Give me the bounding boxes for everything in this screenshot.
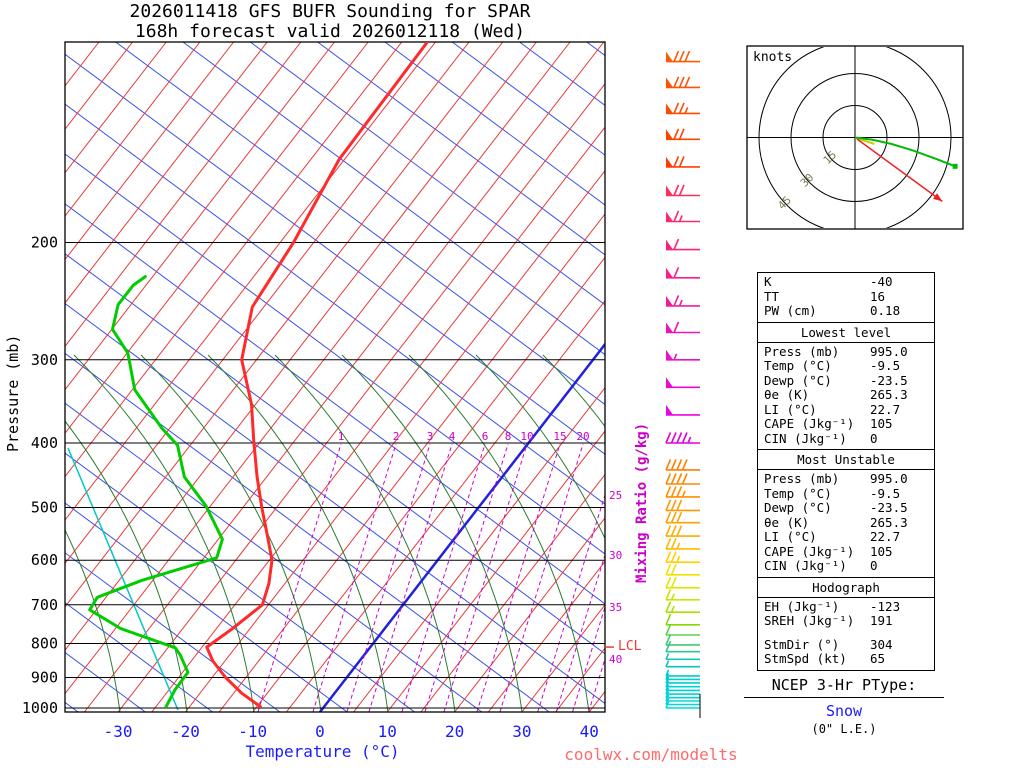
index-row: LI (°C) 22.7 xyxy=(764,401,901,417)
svg-text:3: 3 xyxy=(427,430,434,443)
hodograph-trace xyxy=(854,136,956,168)
svg-text:500: 500 xyxy=(31,499,58,517)
indices-section: K -40 TT 16 PW (cm) 0.18 xyxy=(757,272,935,323)
index-row: TT 16 xyxy=(764,288,886,304)
indices-section: Most Unstable Press (mb) 995.0 Temp (°C) -9.… xyxy=(757,450,935,578)
chart-title: 2026011418 GFS BUFR Sounding for SPAR xyxy=(129,1,531,22)
svg-text:20: 20 xyxy=(445,722,464,741)
svg-text:1000: 1000 xyxy=(22,699,58,717)
svg-text:-10: -10 xyxy=(238,722,267,741)
index-row: SREH (Jkg⁻¹) 191 xyxy=(764,613,893,628)
svg-text:20: 20 xyxy=(576,430,589,443)
svg-text:15: 15 xyxy=(553,430,566,443)
chart-subtitle: 168h forecast valid 2026012118 (Wed) xyxy=(134,21,526,42)
watermark: coolwx.com/modelts xyxy=(564,745,738,764)
temperature-profile xyxy=(205,42,429,709)
index-row: θe (K) 265.3 xyxy=(764,387,908,402)
index-row: K -40 xyxy=(764,274,893,289)
svg-text:1: 1 xyxy=(338,430,345,443)
index-row: StmSpd (kt) 65 xyxy=(764,651,886,666)
svg-text:600: 600 xyxy=(31,551,58,569)
skewt-background-lines xyxy=(65,42,605,712)
svg-text:6: 6 xyxy=(482,430,489,443)
svg-text:40: 40 xyxy=(580,722,599,741)
svg-text:900: 900 xyxy=(31,669,58,687)
index-row: LI (°C) 22.7 xyxy=(764,529,901,544)
ptype-value: Snow xyxy=(825,702,863,720)
lcl-label: LCL xyxy=(618,639,642,654)
svg-text:2: 2 xyxy=(393,430,400,443)
index-row: CAPE (Jkg⁻¹) 105 xyxy=(764,416,893,431)
svg-text:800: 800 xyxy=(31,635,58,653)
temperature-tick-labels: -30 -20 -10 0 10 20 30 40 xyxy=(104,722,599,741)
svg-text:30: 30 xyxy=(512,722,531,741)
svg-text:-30: -30 xyxy=(104,722,133,741)
svg-text:30: 30 xyxy=(609,549,622,562)
storm-motion-arrow xyxy=(856,138,943,203)
indices-section-header: Lowest level xyxy=(758,325,934,343)
wind-barb-column xyxy=(665,50,701,718)
svg-text:-20: -20 xyxy=(171,722,200,741)
index-row: CIN (Jkg⁻¹) 0 xyxy=(764,430,878,446)
index-row: EH (Jkg⁻¹) -123 xyxy=(764,598,901,614)
svg-text:35: 35 xyxy=(609,601,622,614)
index-row: Press (mb) 995.0 xyxy=(764,343,908,359)
svg-text:40: 40 xyxy=(609,653,622,666)
mixing-ratio-value-labels: 1 2 3 4 6 8 10 15 20 25 30 35 40 xyxy=(338,430,623,666)
svg-text:200: 200 xyxy=(31,234,58,252)
svg-text:8: 8 xyxy=(505,430,512,443)
ptype-panel: NCEP 3-Hr PType: Snow (0" L.E.) xyxy=(744,676,944,736)
indices-panel: K -40 TT 16 PW (cm) 0.18 Lowest level Press (mb… xyxy=(757,272,935,671)
indices-section: Lowest level Press (mb) 995.0 Temp (°C) -9.5… xyxy=(757,322,935,450)
indices-section-header: Most Unstable xyxy=(758,452,934,470)
hodograph-trace-end-marker xyxy=(952,163,958,169)
pressure-axis-label: Pressure (mb) xyxy=(4,334,22,452)
svg-text:10: 10 xyxy=(520,430,533,443)
pressure-tick-labels: 200 300 400 500 600 700 800 900 1000 xyxy=(22,234,58,718)
ptype-note: (0" L.E.) xyxy=(811,722,877,736)
indices-section-header: Hodograph xyxy=(758,580,934,598)
index-row: Temp (°C) -9.5 xyxy=(764,358,901,373)
temperature-axis-label: Temperature (°C) xyxy=(245,742,400,761)
svg-text:4: 4 xyxy=(449,430,456,443)
index-row: CIN (Jkg⁻¹) 0 xyxy=(764,558,878,573)
index-row: CAPE (Jkg⁻¹) 105 xyxy=(764,543,893,559)
svg-text:0: 0 xyxy=(315,722,325,741)
ptype-header: NCEP 3-Hr PType: xyxy=(744,676,944,698)
svg-text:700: 700 xyxy=(31,596,58,614)
index-row: Temp (°C) -9.5 xyxy=(764,485,901,501)
svg-text:300: 300 xyxy=(31,351,58,369)
indices-section: Hodograph EH (Jkg⁻¹) -123 SREH (Jkg⁻¹) 191 St… xyxy=(757,577,935,671)
index-row: Dewp (°C) -23.5 xyxy=(764,500,908,515)
index-row: StmDir (°) 304 xyxy=(764,636,893,652)
dewpoint-profile xyxy=(88,275,224,709)
index-row: PW (cm) 0.18 xyxy=(764,303,901,318)
svg-text:400: 400 xyxy=(31,434,58,452)
plot-border xyxy=(64,41,606,713)
index-row: θe (K) 265.3 xyxy=(764,514,908,530)
index-row: Press (mb) 995.0 xyxy=(764,471,908,486)
pressure-gridlines xyxy=(65,242,605,709)
svg-text:25: 25 xyxy=(609,489,622,502)
hodograph-units-label: knots xyxy=(753,50,793,65)
svg-text:10: 10 xyxy=(378,722,397,741)
mixing-ratio-axis-label: Mixing Ratio (g/kg) xyxy=(634,422,650,583)
index-row: Dewp (°C) -23.5 xyxy=(764,372,908,388)
